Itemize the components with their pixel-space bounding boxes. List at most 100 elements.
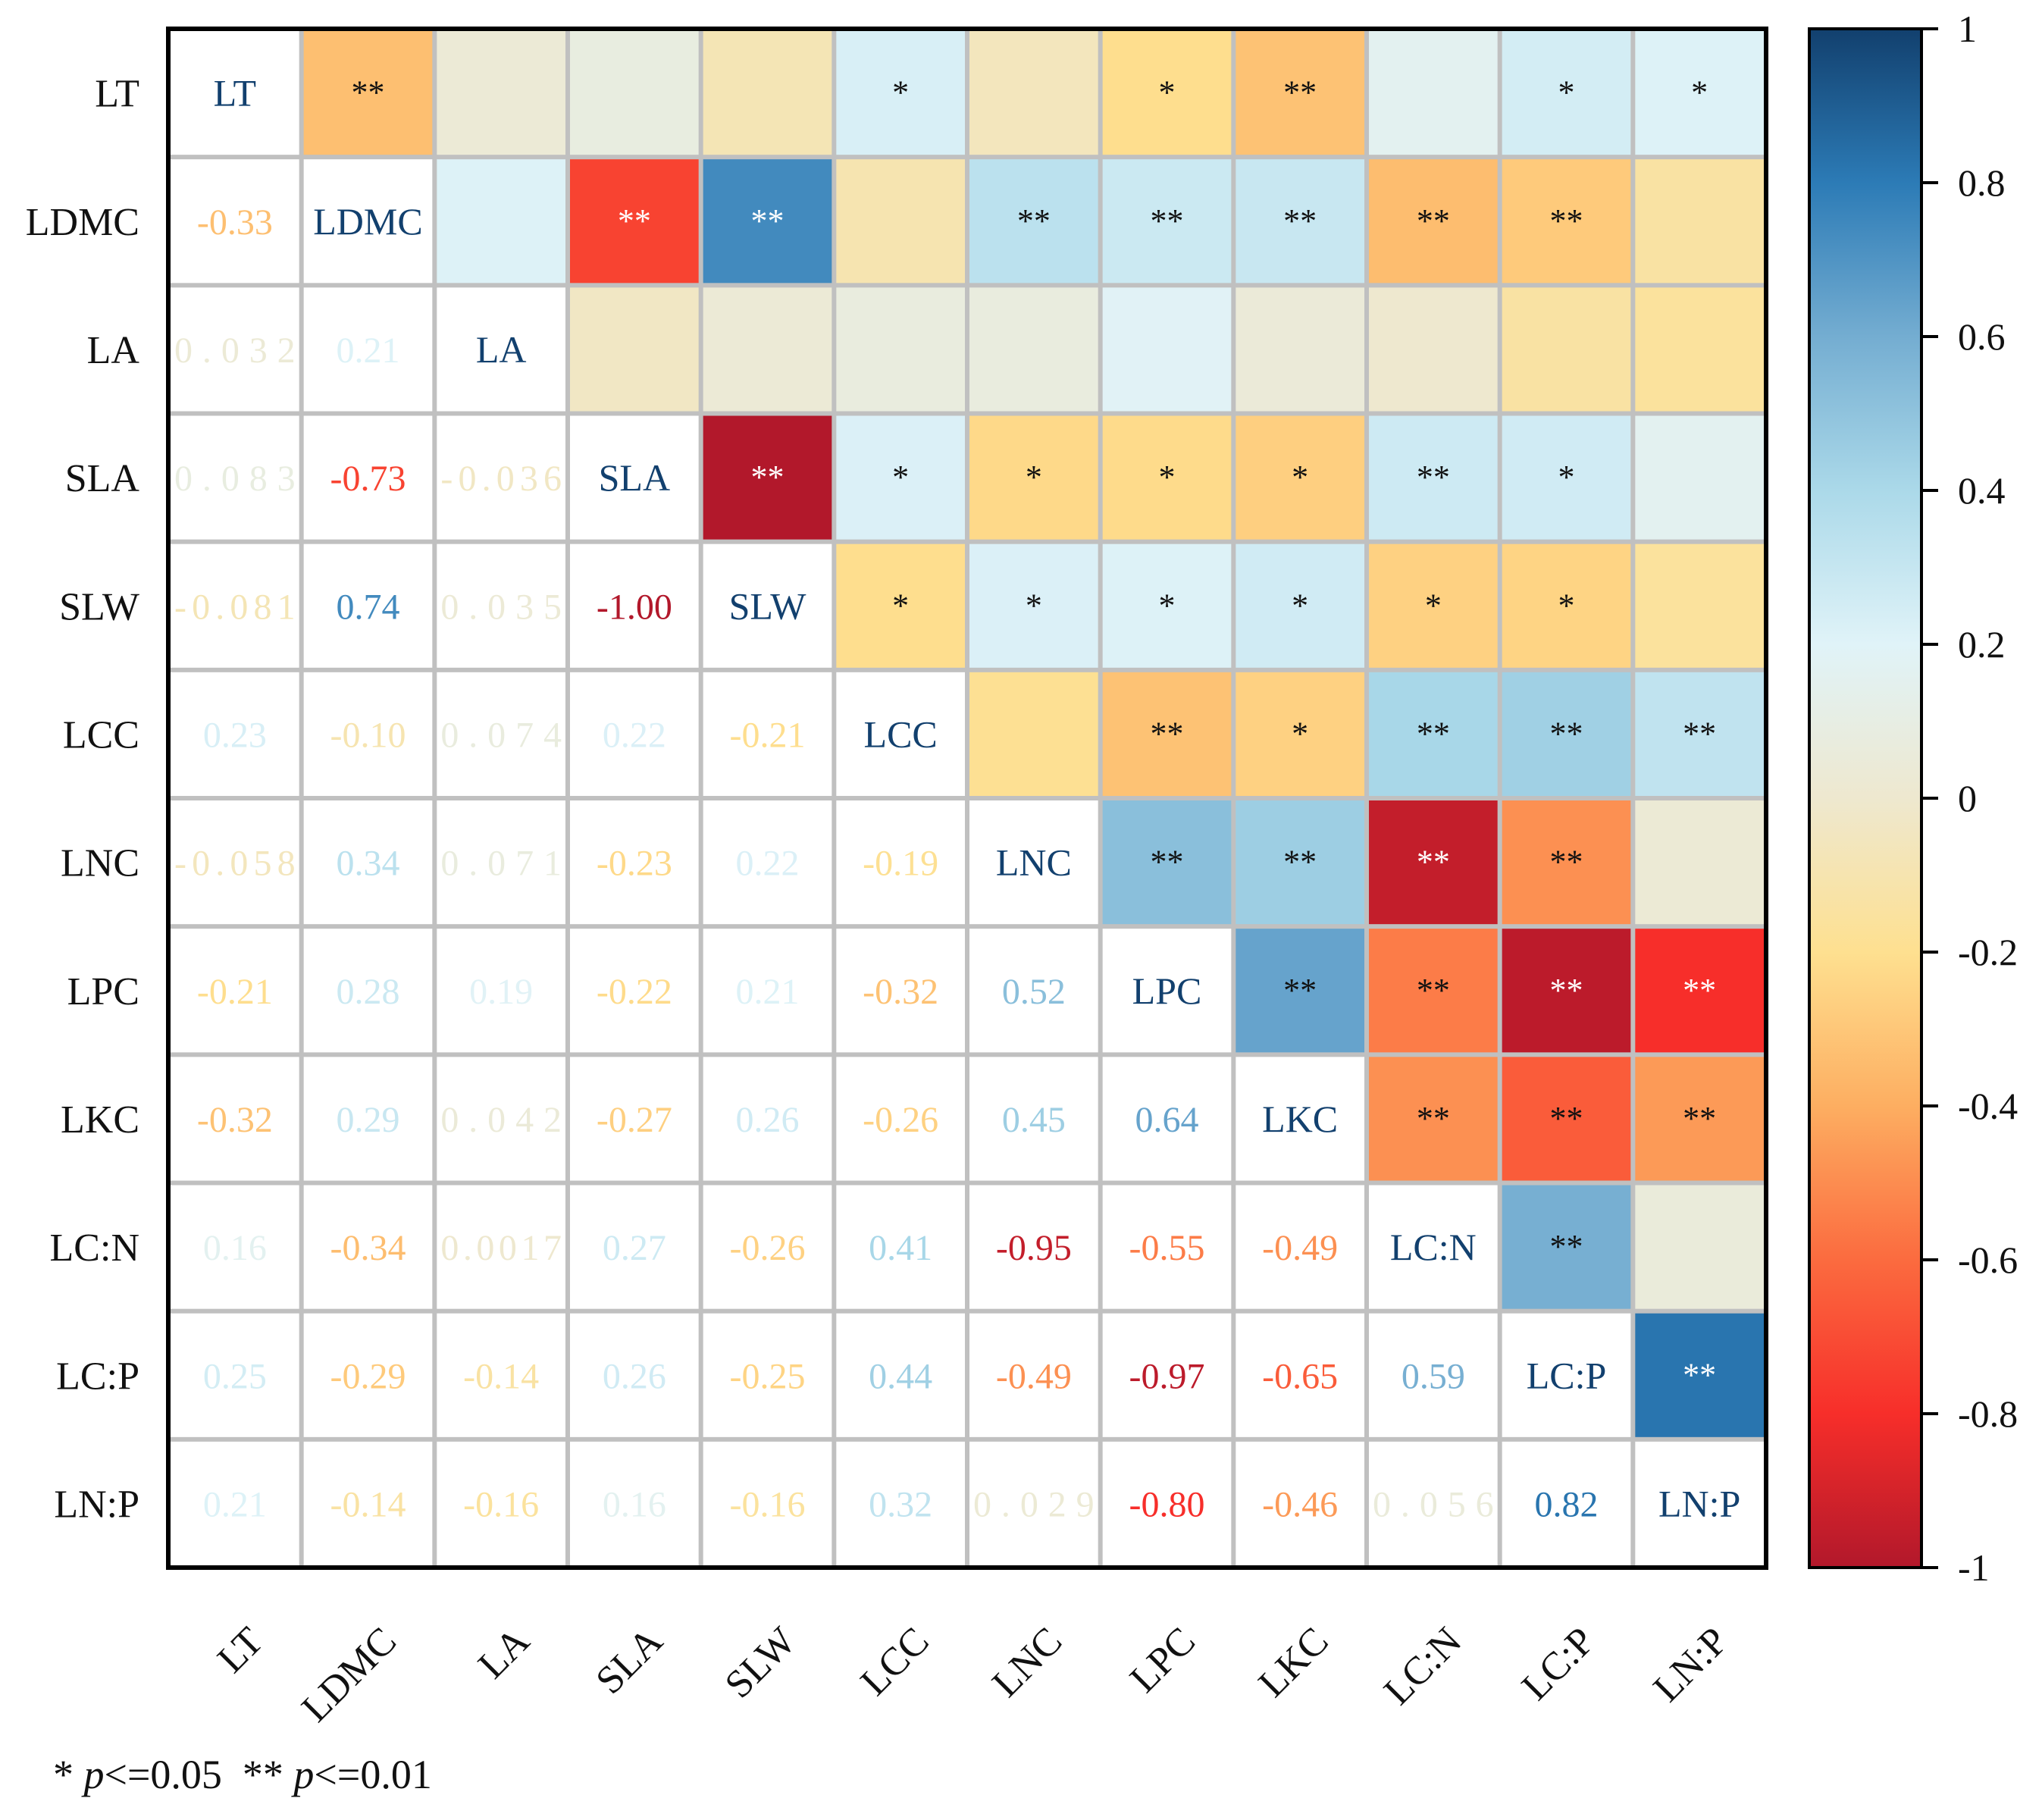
significance-mark: * (892, 459, 909, 496)
colorbar-tick-label: 0.8 (1958, 161, 2006, 204)
coefficient-cell (171, 159, 299, 283)
column-labels: LT LDMC LA SLA SLW LCC LNC LPC LKC LC:N LC:P LN:P (209, 1619, 1736, 1731)
coefficient-cell (570, 800, 699, 925)
row-label-LA: LA (87, 329, 140, 372)
significance-mark: ** (1417, 844, 1450, 881)
diagonal-label: LC:N (1390, 1226, 1477, 1268)
diagonal-cell (1102, 929, 1232, 1053)
row-label-LC:P: LC:P (56, 1355, 139, 1398)
heatmap-cell-LA-SLW (703, 287, 832, 412)
footnote-star-1: * (53, 1752, 74, 1797)
correlation-value: -0.21 (730, 715, 806, 755)
diagonal-label: LC:P (1527, 1354, 1607, 1396)
significance-mark: ** (1017, 202, 1051, 240)
colorbar-tick-label: -1 (1958, 1546, 1990, 1589)
coefficient-cell (969, 1441, 1098, 1565)
diagonal-cell (171, 31, 299, 155)
row-label-LDMC: LDMC (26, 201, 139, 244)
significance-mark: ** (751, 459, 785, 496)
coefficient-cell (303, 287, 433, 412)
heatmap-cell-LKC-LC:P (1502, 1057, 1631, 1181)
coefficient-cell (1102, 1441, 1232, 1565)
significance-mark: * (1292, 587, 1308, 624)
coefficient-cell (171, 543, 299, 668)
significance-mark: ** (1550, 1100, 1583, 1137)
coefficient-cell (303, 415, 433, 540)
heatmap-cell-LT-LC:P (1502, 31, 1631, 155)
diagonal-label: LA (476, 328, 527, 371)
row-label-LC:N: LC:N (50, 1226, 139, 1270)
significance-mark: * (1026, 587, 1042, 624)
heatmap-cell-LCC-LN:P (1635, 672, 1764, 796)
correlation-value: 0.45 (1002, 1100, 1066, 1140)
colorbar-tick-label: 0 (1958, 777, 1977, 819)
footnote-threshold-2: <=0.01 (314, 1752, 432, 1797)
correlation-value: -0.16 (463, 1484, 539, 1524)
correlation-value: 0.042 (440, 1100, 562, 1140)
coefficient-cell (437, 543, 565, 668)
coefficient-cell (703, 1185, 832, 1309)
correlation-value: 0.64 (1135, 1100, 1199, 1140)
coefficient-cell (1236, 1185, 1364, 1309)
coefficient-cell (969, 1185, 1098, 1309)
correlation-value: -0.49 (996, 1356, 1072, 1396)
coefficient-cell (836, 929, 965, 1053)
colorbar-tick-label: 0.2 (1958, 623, 2006, 666)
correlation-value: -0.21 (197, 972, 273, 1012)
significance-mark: ** (1683, 972, 1716, 1009)
correlation-value: -0.73 (330, 459, 406, 499)
heatmap-cell-LCC-LKC (1236, 672, 1364, 796)
significance-mark: ** (1550, 1228, 1583, 1265)
column-label-LC:N: LC:N (1376, 1619, 1470, 1713)
correlation-value: -0.14 (330, 1484, 406, 1524)
significance-mark: * (892, 74, 909, 111)
coefficient-cell (1236, 1441, 1364, 1565)
significance-mark: * (892, 587, 909, 624)
row-label-LN:P: LN:P (54, 1483, 139, 1526)
significance-mark: ** (1283, 74, 1317, 111)
coefficient-cell (570, 1185, 699, 1309)
coefficient-cell (437, 800, 565, 925)
heatmap-cell-LNC-LPC (1102, 800, 1232, 925)
heatmap-cell-SLW-LN:P (1635, 543, 1764, 668)
colorbar-tick-label: -0.2 (1958, 931, 2018, 973)
heatmap-cell-SLW-LKC (1236, 543, 1364, 668)
heatmap-cell-LT-LPC (1102, 31, 1232, 155)
heatmap-cell-SLA-LC:N (1369, 415, 1498, 540)
coefficient-cell (171, 929, 299, 1053)
column-label-SLW: SLW (717, 1619, 804, 1706)
coefficient-cell (1369, 1441, 1498, 1565)
column-label-SLA: SLA (588, 1619, 672, 1703)
coefficient-cell (570, 1441, 699, 1565)
heatmap-cell-LT-SLA (570, 31, 699, 155)
heatmap-cell-LNC-LC:N (1369, 800, 1498, 925)
heatmap-cell-LT-LNC (969, 31, 1098, 155)
coefficient-cell (1102, 1057, 1232, 1181)
heatmap-cell-LDMC-LN:P (1635, 159, 1764, 283)
heatmap-cell-LKC-LN:P (1635, 1057, 1764, 1181)
row-label-LNC: LNC (61, 842, 139, 885)
heatmap-cell-LNC-LC:P (1502, 800, 1631, 925)
correlation-value: -0.29 (330, 1356, 406, 1396)
correlation-value: 0.22 (603, 715, 666, 755)
heatmap-cell-LT-LCC (836, 31, 965, 155)
coefficient-cell (570, 672, 699, 796)
heatmap-cell-LDMC-LC:P (1502, 159, 1631, 283)
correlation-value: 0.22 (736, 844, 800, 884)
heatmap-cell-SLW-LNC (969, 543, 1098, 668)
significance-footnote: * p<=0.05 ** p<=0.01 (53, 1751, 432, 1798)
correlation-value: 0.34 (337, 844, 400, 884)
heatmap-cell-LCC-LC:P (1502, 672, 1631, 796)
heatmap-cell-LDMC-LKC (1236, 159, 1364, 283)
heatmap-cell-LA-LKC (1236, 287, 1364, 412)
coefficient-cell (303, 543, 433, 668)
heatmap-cell-SLW-LC:P (1502, 543, 1631, 668)
diagonal-cell (703, 543, 832, 668)
correlation-value: -0.081 (174, 587, 296, 627)
significance-mark: * (1558, 459, 1575, 496)
significance-mark: ** (1417, 202, 1450, 240)
coefficient-cell (703, 1441, 832, 1565)
coefficient-cell (437, 1313, 565, 1437)
correlation-value: -0.80 (1129, 1484, 1205, 1524)
coefficient-cell (171, 415, 299, 540)
